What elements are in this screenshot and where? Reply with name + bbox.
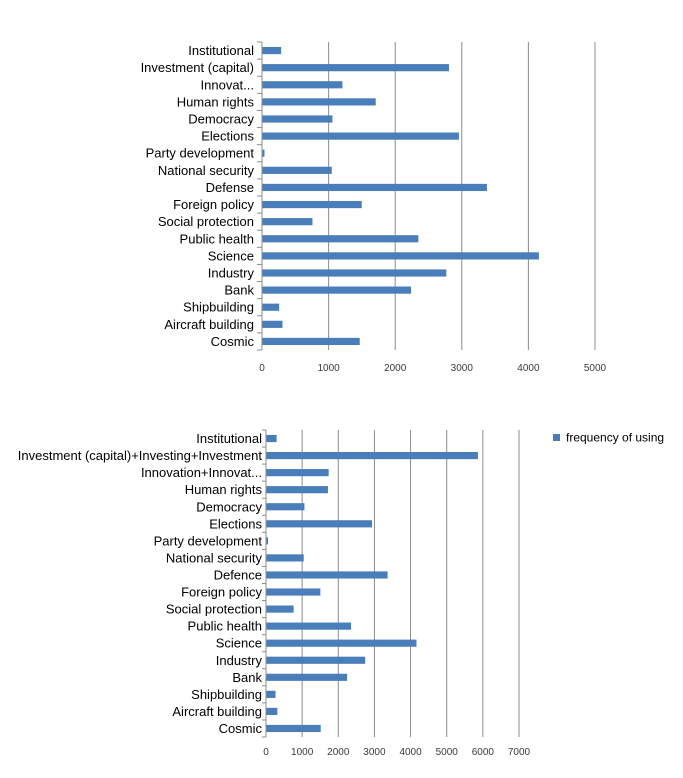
bar [266,486,328,494]
bar [262,115,333,123]
bar [266,452,478,460]
x-tick-label: 2000 [384,363,407,374]
bar [266,571,388,579]
category-label: Science [208,248,254,263]
bar [266,656,366,664]
category-label: Institutional [188,43,254,58]
category-label: Party development [146,146,255,161]
bar [266,434,277,443]
bar [262,183,487,192]
bar [266,503,305,511]
category-label: Cosmic [219,721,263,736]
x-tick-label: 3000 [451,363,474,374]
category-label: Institutional [196,431,262,446]
bar [262,269,447,277]
category-label: Human rights [185,482,263,497]
x-tick-label: 6000 [472,747,495,758]
x-tick-label: 1000 [291,747,314,758]
x-tick-label: 5000 [584,363,607,374]
category-label: Human rights [177,94,255,109]
category-label: Industry [216,653,263,668]
category-label: Public health [180,231,254,246]
bar [262,132,459,140]
bar [266,673,348,681]
bar [266,537,268,545]
bar [266,605,294,613]
category-label: Party development [154,533,263,548]
category-label: Innovat... [201,77,254,92]
bar [266,724,321,733]
category-label: National security [158,163,255,178]
category-label: Investment (capital)+Investing+Investmen… [18,448,263,463]
bar [266,690,276,698]
bar [262,98,376,106]
bar [262,303,280,311]
bar [262,337,360,346]
bar [262,81,343,89]
category-label: Foreign policy [181,585,262,600]
x-tick-label: 7000 [508,747,531,758]
bar-chart-1: Institutional Investment (capital) Innovat… [141,41,607,374]
category-label: Elections [201,129,254,144]
bar [262,64,449,72]
category-label: Foreign policy [173,197,254,212]
category-label: Science [216,636,262,651]
bar [262,200,362,209]
bar [262,218,313,226]
category-label: Defence [214,567,262,582]
bar [266,639,417,647]
x-tick-label: 1000 [317,363,340,374]
category-label: Cosmic [211,334,255,349]
legend: frequency of using [553,431,664,445]
bar [262,235,419,243]
bar [262,320,283,328]
category-label: Social protection [158,214,254,229]
category-label: Shipbuilding [191,687,262,702]
bar [262,46,282,55]
legend-swatch [553,434,560,441]
x-tick-label: 3000 [363,747,386,758]
category-label: Democracy [188,112,254,127]
category-label: Bank [232,670,262,685]
category-label: Defense [206,180,254,195]
bar [262,149,265,157]
bar [262,252,539,260]
category-label: Bank [224,283,254,298]
bar [266,554,304,562]
x-tick-label: 4000 [399,747,422,758]
bar [262,286,412,294]
x-tick-label: 5000 [436,747,459,758]
category-label: Aircraft building [172,704,262,719]
bar-chart-2: Institutional Investment (capital)+Invest… [18,429,664,758]
bar [266,469,329,477]
bar [266,707,278,715]
bar [266,622,352,630]
category-label: Democracy [196,499,262,514]
x-tick-label: 0 [263,747,269,758]
bar [266,588,321,596]
category-label: Public health [188,619,262,634]
category-label: Aircraft building [164,317,254,332]
category-label: Industry [208,266,255,281]
x-tick-label: 4000 [517,363,540,374]
category-label: Investment (capital) [141,60,254,75]
category-label: Innovation+Innovat... [141,465,262,480]
category-label: Social protection [166,602,262,617]
category-label: Shipbuilding [183,300,254,315]
legend-label: frequency of using [566,431,664,445]
x-tick-label: 2000 [327,747,350,758]
category-label: National security [166,550,263,565]
bar [262,166,332,174]
bar [266,520,373,528]
x-tick-label: 0 [259,363,265,374]
category-label: Elections [209,516,262,531]
